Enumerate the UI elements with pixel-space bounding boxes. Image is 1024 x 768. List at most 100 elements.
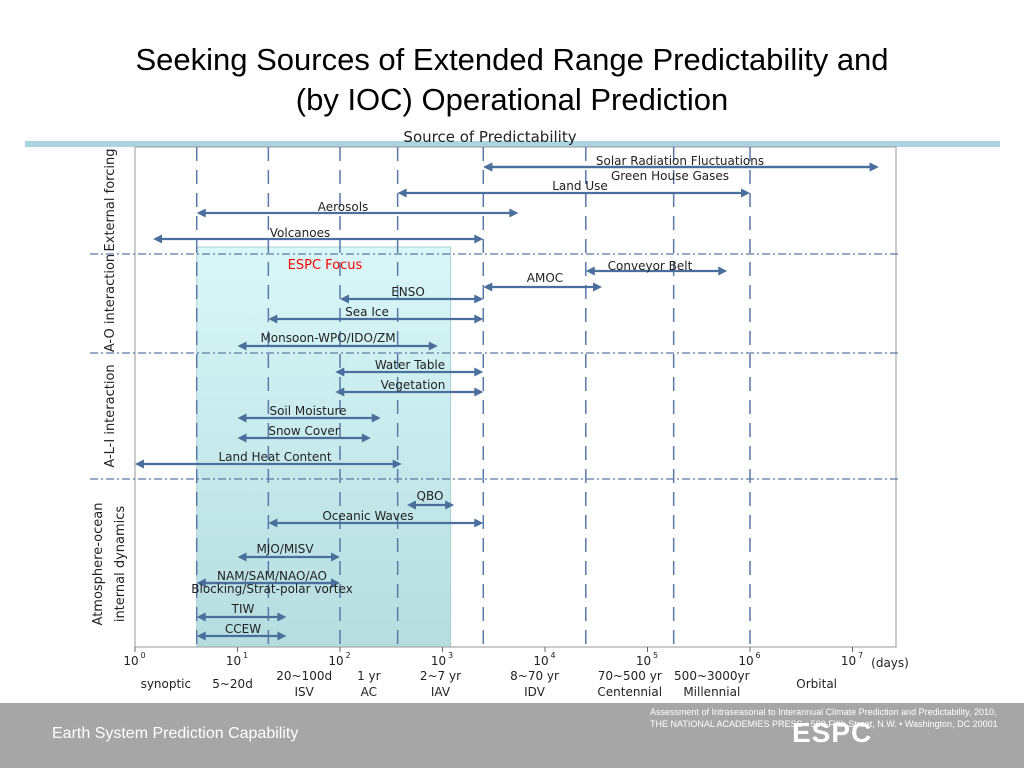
time-scale-row: synoptic 5~20d 20~100d ISV 1 yr AC 2~7 yr IAV 8~… <box>141 669 837 699</box>
source-arrow: Green House Gases <box>483 162 879 183</box>
source-arrow: Soil Moisture <box>237 404 381 423</box>
row-label-ao-interaction: A-O interaction <box>103 254 118 352</box>
source-arrow: Snow Cover <box>237 424 371 443</box>
row-label-atmos-ocean-line1: Atmosphere-ocean <box>91 503 106 626</box>
row-label-atmos-ocean-line2: internal dynamics <box>113 506 128 623</box>
time-scale-label: 70~500 yr <box>598 669 662 683</box>
time-scale-sublabel: IDV <box>524 685 546 699</box>
arrow-head-right <box>474 518 484 528</box>
axis-tick-exponent: 5 <box>653 651 658 660</box>
source-arrow: Blocking/Strat-polar vortex <box>191 578 353 596</box>
source-label: AMOC <box>527 271 563 285</box>
arrow-head-right <box>445 500 455 510</box>
arrow-head-left <box>335 387 345 397</box>
time-scale-label: 8~70 yr <box>510 669 559 683</box>
time-scale-sublabel: IAV <box>431 685 451 699</box>
axis-tick-label: 10 <box>738 654 753 668</box>
axis-tick-label: 10 <box>636 654 651 668</box>
arrow-head-left <box>196 208 206 218</box>
row-label-external-forcing: External forcing <box>103 149 118 252</box>
arrow-head-left <box>237 433 247 443</box>
axis-tick-exponent: 4 <box>550 651 555 660</box>
source-label: Conveyor Belt <box>608 259 693 273</box>
source-label: Oceanic Waves <box>322 509 413 523</box>
arrow-head-right <box>277 612 287 622</box>
source-label: Sea Ice <box>345 305 389 319</box>
time-scale-label: synoptic <box>141 677 192 691</box>
source-label: QBO <box>417 489 444 503</box>
footer-title: Earth System Prediction Capability <box>52 725 299 742</box>
arrow-head-left <box>153 234 163 244</box>
focus-region <box>196 246 452 648</box>
axis-tick-exponent: 3 <box>448 651 453 660</box>
arrow-head-right <box>428 341 438 351</box>
source-label: ENSO <box>391 285 425 299</box>
source-label: Water Table <box>375 358 445 372</box>
axis-tick-label: 10 <box>328 654 343 668</box>
scale-lines <box>195 147 751 647</box>
source-arrow: ENSO <box>340 285 484 304</box>
source-label: Land Heat Content <box>218 450 331 464</box>
time-scale-sublabel: Millennial <box>683 685 740 699</box>
diagram-heading: Source of Predictability <box>403 128 576 146</box>
time-scale-label: 20~100d <box>276 669 332 683</box>
axis-tick-exponent: 1 <box>243 651 248 660</box>
axis-tick-label: 10 <box>226 654 241 668</box>
arrow-head-left <box>483 282 493 292</box>
source-label: Snow Cover <box>268 424 339 438</box>
arrow-head-right <box>509 208 519 218</box>
source-arrow: AMOC <box>483 271 603 292</box>
arrow-head-left <box>237 341 247 351</box>
arrow-head-right <box>331 552 340 562</box>
source-label: Blocking/Strat-polar vortex <box>191 582 352 596</box>
source-arrow: Land Use <box>397 179 750 198</box>
arrow-head-left <box>335 367 345 377</box>
source-arrow: MJO/MISV <box>237 542 340 562</box>
arrow-head-left <box>237 413 247 423</box>
axis-tick-exponent: 7 <box>858 651 863 660</box>
arrow-head-right <box>371 413 381 423</box>
slide-title-line2: (by IOC) Operational Prediction <box>295 82 729 117</box>
espc-logo: ESPC <box>792 717 873 748</box>
time-scale-label: Orbital <box>796 677 837 691</box>
arrow-head-right <box>718 266 728 276</box>
source-label: MJO/MISV <box>256 542 314 556</box>
source-arrow: Monsoon-WPO/IDO/ZM <box>237 331 438 351</box>
source-arrow: Aerosols <box>196 200 519 218</box>
arrow-head-right <box>361 433 371 443</box>
arrow-head-right <box>331 578 340 588</box>
source-arrow: Water Table <box>335 358 484 377</box>
axis-tick-exponent: 0 <box>140 651 145 660</box>
arrow-head-left <box>483 162 493 172</box>
time-scale-label: 500~3000yr <box>674 669 750 683</box>
axis-tick-exponent: 6 <box>755 651 760 660</box>
arrow-head-right <box>741 188 750 198</box>
source-arrow: Conveyor Belt <box>585 259 728 276</box>
source-label: Solar Radiation Fluctuations <box>596 154 764 168</box>
axis-tick-label: 10 <box>533 654 548 668</box>
arrow-head-left <box>397 188 407 198</box>
predictability-diagram: Source of Predictability External forcin… <box>90 128 909 699</box>
source-arrow: Sea Ice <box>268 305 484 324</box>
slide-title: Seeking Sources of Extended Range Predic… <box>0 40 1024 120</box>
arrow-head-right <box>474 234 484 244</box>
axis-tick-label: 10 <box>431 654 446 668</box>
arrow-head-right <box>474 314 484 324</box>
arrow-head-left <box>196 612 206 622</box>
arrow-head-right <box>593 282 603 292</box>
axis-tick-label: 10 <box>123 654 138 668</box>
source-arrow: Vegetation <box>335 378 484 397</box>
source-label: NAM/SAM/NAO/AO <box>217 569 327 583</box>
arrow-head-left <box>135 459 144 469</box>
footer-bar: Earth System Prediction Capability ESPC … <box>0 703 1024 768</box>
source-label: Soil Moisture <box>269 404 346 418</box>
arrow-head-right <box>474 294 484 304</box>
time-scale-label: 5~20d <box>212 677 253 691</box>
source-arrow: Land Heat Content <box>135 450 402 469</box>
arrow-head-right <box>869 162 879 172</box>
axis-ticks: 10 0 10 1 10 2 10 3 10 4 10 5 10 6 10 7 <box>123 647 863 668</box>
arrow-head-left <box>196 578 206 588</box>
arrow-head-right <box>474 387 484 397</box>
time-scale-sublabel: ISV <box>294 685 314 699</box>
arrow-head-left <box>196 631 206 641</box>
